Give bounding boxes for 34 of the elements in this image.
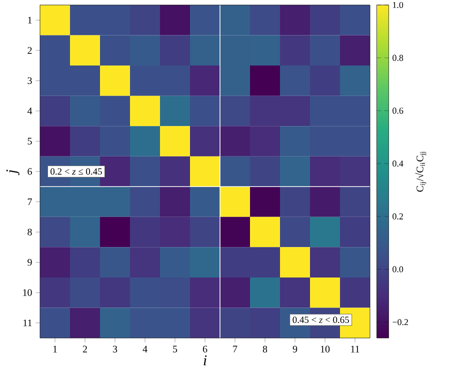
color-bar-label: −0.2 — [392, 319, 408, 326]
y-tick-label: 8 — [28, 228, 32, 236]
color-bar-label: 1.0 — [393, 2, 404, 8]
x-tick-label: 4 — [142, 346, 148, 352]
y-tick-label: 2 — [28, 47, 32, 54]
x-tick-label: 5 — [173, 346, 178, 352]
x-tick-label: 9 — [292, 346, 298, 352]
x-axis-title: i — [204, 355, 207, 366]
x-tick-label: 1 — [53, 346, 57, 352]
y-tick-label: 7 — [28, 198, 32, 206]
color-bar-label: 0.8 — [392, 54, 404, 61]
y-axis-title: j — [6, 170, 20, 176]
x-tick-label: 6 — [202, 346, 208, 352]
y-tick-label: 4 — [27, 108, 32, 114]
annotation: 0.45 < z < 0.65 — [292, 316, 349, 324]
color-bar-label: 0.6 — [392, 108, 404, 114]
y-tick-label: 9 — [28, 258, 32, 266]
y-tick-label: 10 — [23, 289, 32, 296]
color-bar-title: C$_{ij}$/√C$_{ii}$C$_{jj}$ — [415, 152, 426, 192]
y-tick-label: 5 — [28, 138, 32, 145]
y-tick-label: 11 — [24, 320, 32, 326]
x-tick-label: 10 — [320, 346, 330, 352]
x-tick-label: 8 — [262, 346, 268, 352]
y-tick-label: 6 — [28, 168, 32, 175]
color-bar-label: 0.0 — [392, 266, 404, 272]
x-tick-label: 2 — [82, 346, 87, 352]
x-tick-label: 7 — [233, 346, 238, 352]
annotation: 0.2 < z ≤ 0.45 — [50, 168, 102, 175]
color-bar-label: 0.2 — [392, 213, 403, 220]
y-tick-label: 3 — [28, 77, 32, 84]
x-tick-label: 11 — [351, 346, 360, 352]
color-bar-label: 0.4 — [392, 160, 404, 167]
x-tick-label: 3 — [112, 346, 118, 352]
y-tick-label: 1 — [28, 16, 32, 24]
